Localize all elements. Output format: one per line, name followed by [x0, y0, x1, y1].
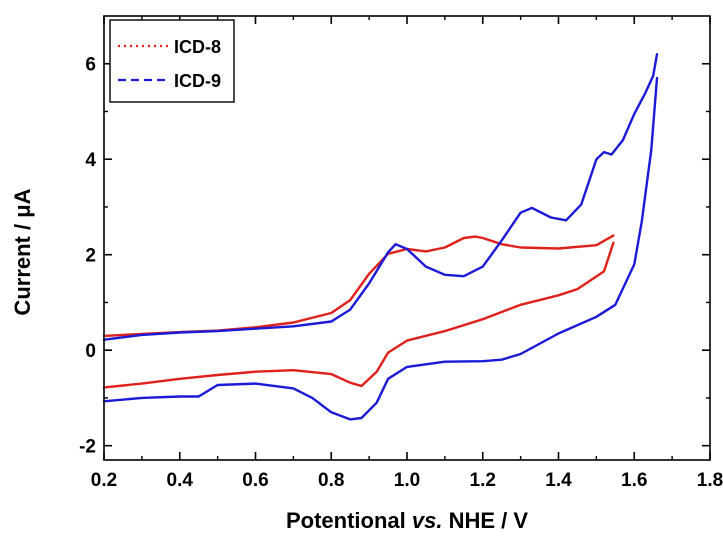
x-tick-label: 1.2: [470, 470, 496, 491]
x-tick-label: 1.8: [697, 470, 723, 491]
y-tick-label: 2: [85, 246, 96, 267]
x-axis-title: Potentional vs. NHE / V: [286, 508, 528, 533]
legend-box: [109, 19, 235, 103]
plot-layer: [102, 53, 659, 421]
x-tick-label: 0.2: [91, 470, 117, 491]
x-tick-label: 1.4: [545, 470, 572, 491]
legend: ICD-8 ICD-9: [109, 19, 235, 103]
series-icd-8-lower-curve: [102, 241, 615, 389]
x-tick-label: 0.6: [242, 470, 268, 491]
series-icd-9-lower-curve: [102, 76, 659, 421]
x-tick-label: 0.8: [318, 470, 344, 491]
y-tick-label: -2: [79, 437, 96, 458]
y-tick-label: 4: [85, 150, 96, 171]
y-tick-label: 6: [85, 55, 96, 76]
x-axis-title-part: Potentional: [286, 508, 412, 533]
x-tick-label: 1.6: [621, 470, 647, 491]
legend-label-icd-9: ICD-9: [174, 71, 221, 91]
axes-layer: 0.2 0.4 0.6 0.8 1.0 1.2 1.4 1.6 1.8 -2 0 2 4 6: [79, 15, 723, 491]
x-axis-title-part: NHE / V: [442, 508, 528, 533]
x-tick-label: 0.4: [167, 470, 194, 491]
series-icd-9-upper-curve: [102, 53, 659, 341]
y-tick-label: 0: [85, 341, 96, 362]
x-tick-label: 1.0: [394, 470, 420, 491]
legend-label-icd-8: ICD-8: [174, 37, 221, 57]
y-axis-title: Current / μA: [10, 188, 35, 315]
x-axis-title-part: vs.: [412, 508, 443, 533]
